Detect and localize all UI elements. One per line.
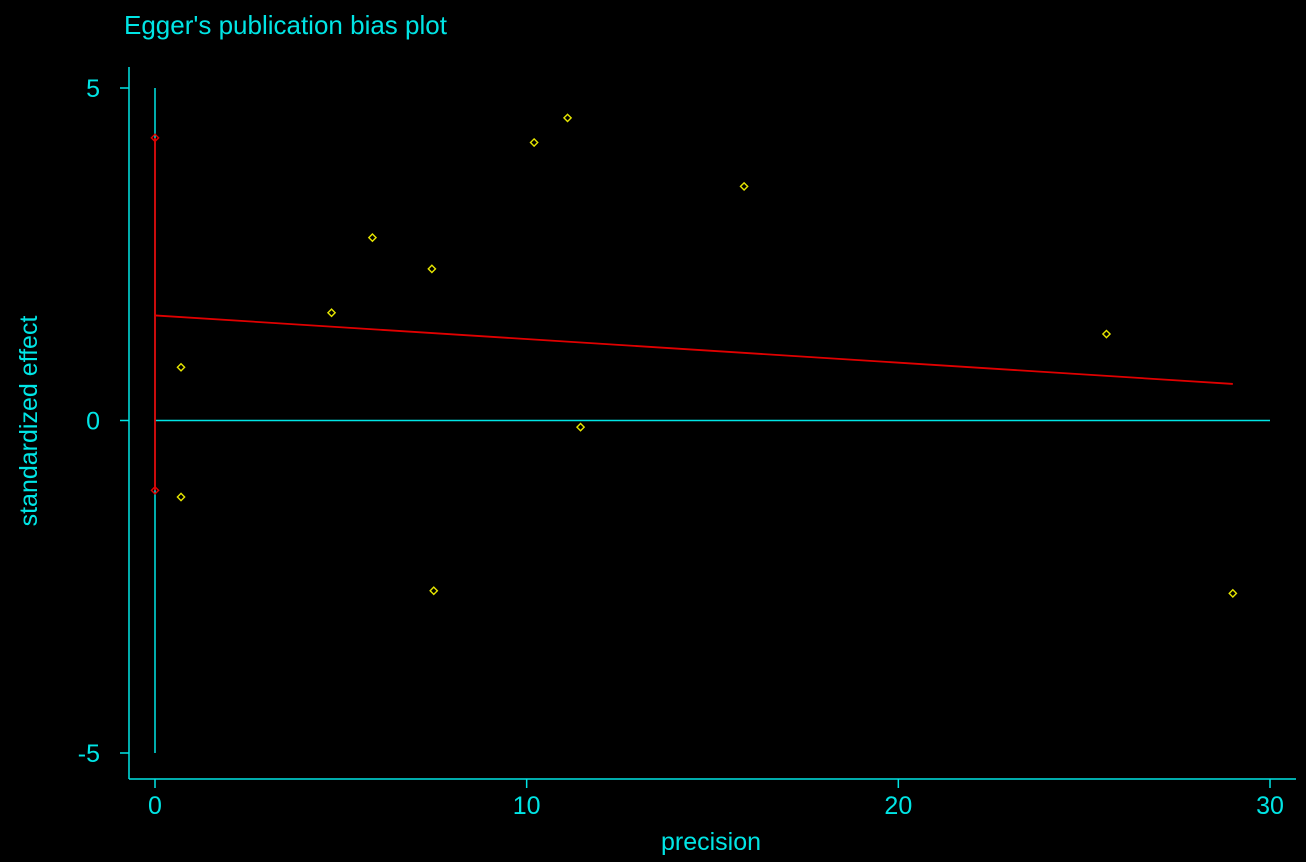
x-axis-label: precision [661,828,761,856]
y-tick-label: 0 [86,408,100,436]
data-point [562,113,573,123]
y-tick-label: 5 [86,75,100,103]
data-point [176,492,186,502]
data-points [176,113,1238,598]
x-tick-label: 30 [1256,792,1284,820]
regression-line [154,314,1233,385]
chart-title: Egger's publication bias plot [124,10,448,40]
ci-marker [150,133,160,143]
data-point [1101,329,1112,339]
x-ticks: 0 10 20 30 [148,779,1284,820]
data-point [429,586,439,596]
y-ticks: -5 0 5 [78,75,129,768]
y-axis-label: standardized effect [15,316,43,527]
ci-marker [150,485,160,495]
x-tick-label: 0 [148,792,162,820]
data-point [575,422,586,432]
data-point [176,362,186,372]
data-point [427,264,437,274]
data-point [326,308,337,318]
data-point [529,137,539,148]
data-point [1228,588,1238,598]
x-tick-label: 20 [884,792,912,820]
data-point [739,181,749,192]
x-tick-label: 10 [513,792,541,820]
y-tick-label: -5 [78,740,100,768]
data-point [367,233,378,243]
intercept-ci-markers [150,133,160,495]
